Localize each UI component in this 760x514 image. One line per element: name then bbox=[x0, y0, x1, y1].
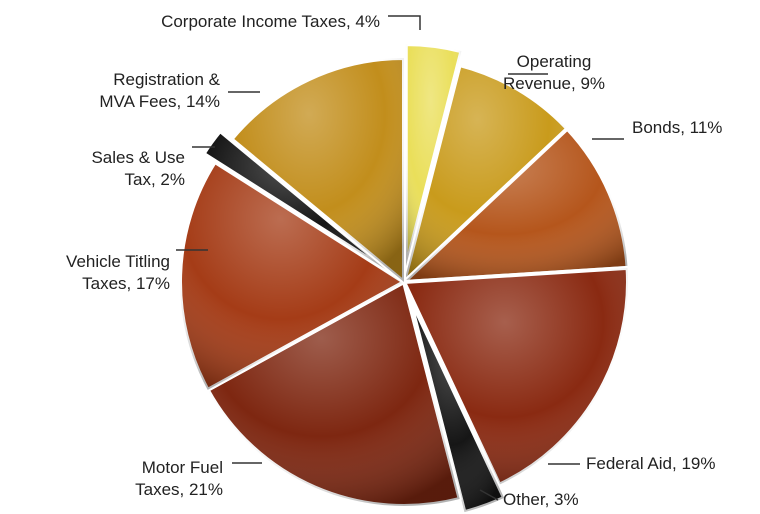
leader-line bbox=[388, 15, 421, 30]
slice-label-line: Operating bbox=[516, 52, 592, 71]
slice-label: Vehicle Titling Taxes, 17% bbox=[66, 251, 170, 295]
slice-label-line: MVA Fees, 14% bbox=[99, 92, 220, 111]
slice-label-line: Vehicle Titling bbox=[66, 252, 170, 271]
slice-label-line: Federal Aid, 19% bbox=[586, 454, 716, 473]
pie-slice-shading bbox=[404, 267, 629, 485]
pie-slice-shading bbox=[404, 65, 568, 282]
slice-label: Corporate Income Taxes, 4% bbox=[161, 11, 380, 33]
slice-label-line: Corporate Income Taxes, 4% bbox=[161, 12, 380, 31]
pie-slice bbox=[402, 126, 630, 284]
slice-label-line: Revenue, 9% bbox=[502, 74, 606, 93]
pie-slice-shading bbox=[180, 161, 404, 390]
slice-label-line: Motor Fuel bbox=[141, 458, 223, 477]
slice-label: Registration & MVA Fees, 14% bbox=[99, 69, 220, 113]
slice-label: Sales & Use Tax, 2% bbox=[91, 147, 185, 191]
slice-label-line: Taxes, 17% bbox=[82, 274, 170, 293]
pie-slice bbox=[201, 128, 395, 276]
leader-line bbox=[479, 489, 499, 501]
slice-label-line: Taxes, 21% bbox=[135, 480, 223, 499]
slice-label: Bonds, 11% bbox=[632, 117, 722, 139]
pie-slice bbox=[402, 265, 630, 487]
pie-slice-shading bbox=[405, 44, 462, 269]
slice-label-line: Bonds, 11% bbox=[632, 118, 723, 137]
slice-label: Other, 3% bbox=[503, 489, 579, 511]
pie-slice bbox=[178, 159, 406, 392]
pie-slice-shading bbox=[203, 130, 393, 274]
slice-label-line: Tax, 2% bbox=[124, 170, 185, 189]
slice-label-line: Registration & bbox=[113, 70, 220, 89]
slice-label-line: Other, 3% bbox=[503, 490, 579, 509]
pie-slice bbox=[402, 63, 570, 284]
pie-slice-shading bbox=[404, 128, 628, 282]
pie-slice bbox=[229, 56, 406, 284]
slice-label: Federal Aid, 19% bbox=[586, 453, 715, 475]
slice-label: Motor Fuel Taxes, 21% bbox=[135, 457, 223, 501]
pie-slice-shading bbox=[231, 58, 404, 282]
slice-label-line: Sales & Use bbox=[91, 148, 185, 167]
pie-slice bbox=[205, 280, 462, 508]
pie-slice-shading bbox=[207, 282, 460, 506]
pie-slice bbox=[403, 42, 464, 271]
pie-slice bbox=[406, 293, 507, 514]
slice-label: Operating Revenue, 9% bbox=[503, 51, 605, 95]
pie-slice-shading bbox=[408, 295, 505, 513]
